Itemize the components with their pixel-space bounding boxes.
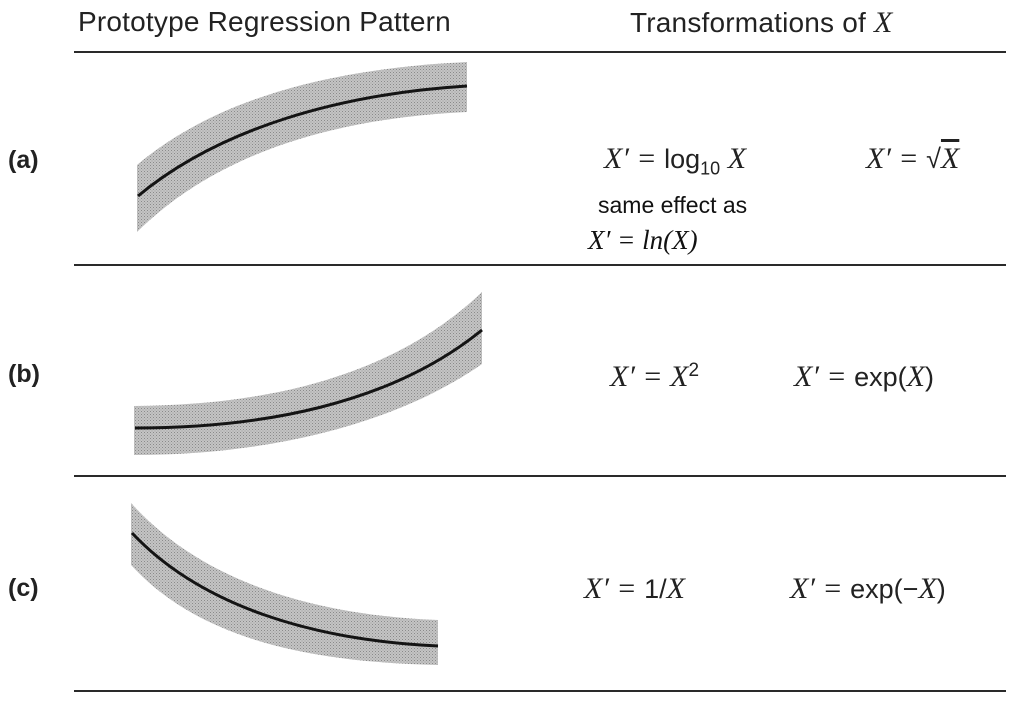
formula-a-sqrt: X′ = √X — [866, 142, 960, 175]
note-same-effect: same effect as — [598, 192, 748, 218]
row-label-a: (a) — [8, 146, 39, 174]
band-a — [137, 62, 467, 232]
right-title-prefix: Transformations of — [630, 7, 866, 38]
row-label-b: (b) — [8, 360, 40, 388]
curve-c — [130, 531, 439, 648]
right-title-variable: X — [873, 6, 893, 39]
row-b-rule — [74, 475, 1006, 477]
formula-c-reciprocal: X′ = 1/X — [584, 572, 685, 605]
curve-b — [134, 328, 483, 430]
row-a-rule — [74, 264, 1006, 266]
note-ln-formula: X′ = ln(X) — [588, 225, 698, 255]
formula-b-exp: X′ = exp(X) — [794, 360, 934, 393]
formula-a-log: X′ = log10 X — [604, 142, 747, 179]
formula-c-exp-neg: X′ = exp(−X) — [790, 572, 946, 605]
curve-a — [137, 84, 468, 198]
formula-b-square: X′ = X2 — [610, 360, 700, 393]
band-c — [131, 503, 438, 665]
header-rule — [74, 51, 1006, 53]
left-column-title: Prototype Regression Pattern — [78, 6, 451, 37]
row-label-c: (c) — [8, 574, 39, 602]
row-c-rule — [74, 690, 1006, 692]
band-b — [134, 292, 482, 455]
right-column-title: Transformations of X — [630, 6, 893, 40]
